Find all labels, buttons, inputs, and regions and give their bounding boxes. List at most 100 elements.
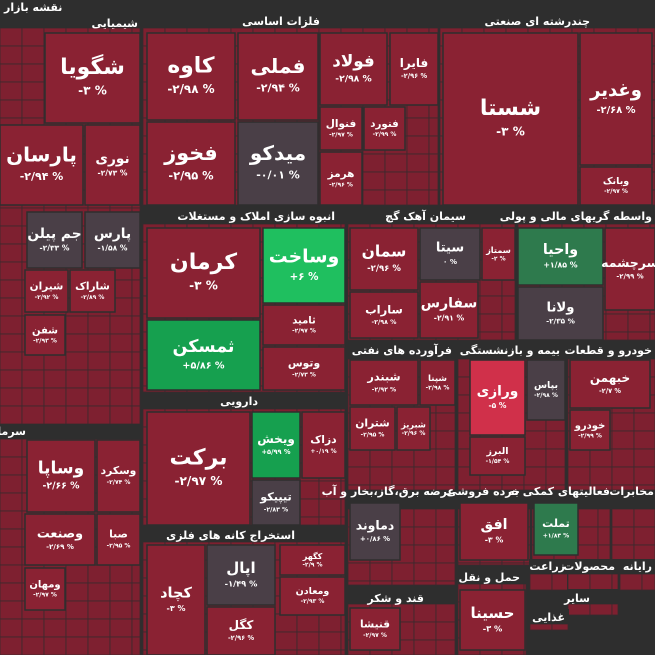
tile[interactable] [579, 166, 653, 206]
tile[interactable] [262, 227, 346, 304]
tile-symbol: شاراک [75, 280, 110, 292]
minor-tile [435, 508, 456, 528]
minor-tile [274, 631, 298, 651]
sector-header [518, 210, 655, 224]
sector-header [348, 590, 455, 604]
minor-tile [131, 333, 141, 353]
minor-tile [131, 405, 141, 425]
tile[interactable] [24, 269, 69, 313]
tile[interactable] [349, 227, 419, 291]
minor-tile [296, 649, 320, 655]
tile[interactable] [349, 406, 396, 451]
tile[interactable] [517, 286, 604, 341]
minor-tile [0, 369, 23, 389]
tile[interactable] [396, 406, 431, 451]
tile[interactable] [279, 544, 346, 576]
tile[interactable] [526, 359, 566, 421]
tile[interactable] [96, 439, 141, 513]
tile[interactable] [0, 124, 84, 206]
minor-tile [274, 613, 298, 633]
tile[interactable] [84, 211, 141, 269]
minor-tile [274, 649, 298, 655]
tile[interactable] [146, 411, 251, 526]
tile-symbol: افق [480, 517, 507, 533]
tile[interactable] [206, 544, 276, 606]
tile[interactable] [24, 513, 96, 566]
tile[interactable] [363, 106, 406, 151]
tile-change: -۲/۹۵ % [361, 431, 385, 438]
tile[interactable] [251, 411, 301, 479]
tile[interactable] [349, 359, 419, 406]
tile[interactable] [26, 211, 83, 269]
tile[interactable] [517, 227, 604, 286]
tile[interactable] [24, 314, 66, 356]
minor-tile [479, 562, 503, 566]
minor-tile [21, 99, 45, 119]
minor-tile [131, 636, 141, 655]
tile[interactable] [319, 151, 363, 206]
tile[interactable] [251, 479, 301, 526]
tile-change: -۲/۹۶ % [329, 181, 353, 188]
tile-symbol: شگویا [60, 53, 125, 80]
tile[interactable] [481, 227, 516, 281]
tile-change: +۰/۱۹ % [310, 448, 336, 455]
tile[interactable] [146, 121, 236, 206]
tile[interactable] [459, 502, 529, 561]
tile[interactable] [84, 124, 141, 206]
tile[interactable] [146, 227, 261, 319]
minor-tile [296, 631, 320, 651]
tile[interactable] [569, 359, 651, 409]
tile[interactable] [237, 121, 319, 206]
tile[interactable] [319, 106, 363, 151]
tile[interactable] [349, 291, 419, 339]
minor-tile [65, 315, 89, 335]
minor-tile [0, 45, 23, 65]
tile[interactable] [146, 32, 236, 121]
tile[interactable] [146, 319, 261, 391]
tile[interactable] [146, 544, 206, 655]
tile[interactable] [419, 227, 481, 281]
tile[interactable] [237, 32, 319, 121]
tile[interactable] [26, 439, 96, 513]
tile[interactable] [69, 269, 116, 313]
tile[interactable] [469, 436, 526, 476]
tile-change: -۲/۷۳ % [292, 371, 316, 378]
minor-tile [65, 600, 89, 620]
tile[interactable] [419, 281, 479, 339]
tile-change: -۳ % [189, 279, 218, 293]
tile[interactable] [442, 32, 579, 206]
tile[interactable] [262, 304, 346, 346]
tile[interactable] [349, 502, 401, 561]
tile[interactable] [349, 607, 401, 651]
minor-tile [109, 582, 133, 602]
tile[interactable] [279, 576, 346, 616]
minor-tile [0, 225, 23, 245]
tile-change: -۲/۹۷ % [175, 474, 223, 488]
tile[interactable] [44, 32, 141, 124]
tile[interactable] [24, 567, 66, 611]
minor-tile [347, 562, 371, 582]
tile[interactable] [459, 589, 526, 651]
tile[interactable] [301, 411, 346, 479]
tile-symbol: صبا [109, 528, 128, 541]
tile[interactable] [569, 409, 611, 451]
minor-tile [21, 45, 45, 65]
tile-change: -۳ % [485, 536, 504, 545]
tile[interactable] [389, 32, 439, 106]
tile[interactable] [604, 227, 655, 311]
minor-tile [597, 544, 611, 561]
tile[interactable] [533, 502, 579, 556]
sector-header [143, 528, 345, 542]
tile[interactable] [262, 346, 346, 391]
minor-tile [87, 333, 111, 353]
minor-tile [641, 573, 655, 591]
sector-label: رایانه [623, 560, 652, 573]
minor-tile [318, 631, 342, 651]
minor-tile [523, 466, 547, 486]
tile[interactable] [206, 606, 276, 655]
tile[interactable] [96, 513, 141, 566]
tile[interactable] [319, 32, 388, 106]
tile[interactable] [579, 32, 653, 166]
tile[interactable] [419, 359, 456, 406]
tile[interactable] [469, 359, 526, 436]
